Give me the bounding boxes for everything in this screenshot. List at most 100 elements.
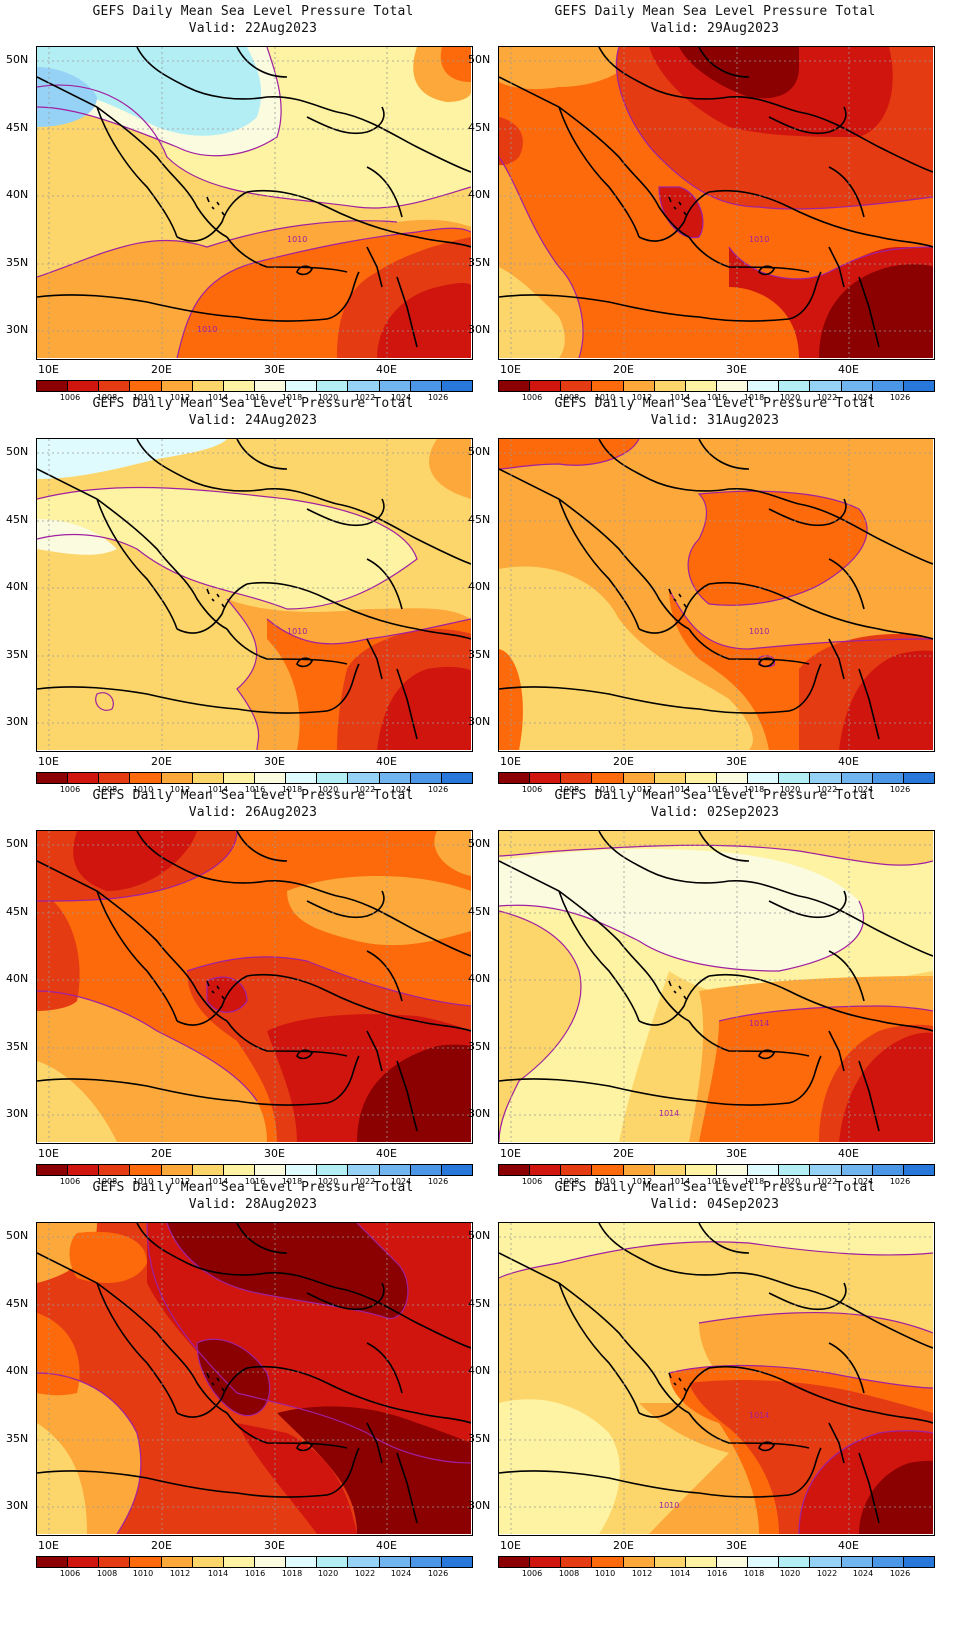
coastline-border bbox=[758, 1049, 775, 1060]
coastline-border bbox=[366, 558, 403, 610]
lon-label: 40E bbox=[838, 1147, 859, 1160]
colorbar bbox=[36, 380, 473, 392]
colorbar-label: 1026 bbox=[427, 1177, 449, 1186]
coastline-border bbox=[366, 1342, 403, 1394]
colorbar-label: 1014 bbox=[669, 1177, 691, 1186]
map-panel-1: GEFS Daily Mean Sea Level Pressure Total… bbox=[0, 0, 473, 405]
isobar-contour bbox=[176, 227, 471, 358]
isobar-contour bbox=[499, 900, 865, 972]
coastline-border bbox=[366, 166, 403, 218]
coastline-border bbox=[708, 581, 933, 640]
coastline-border bbox=[296, 1049, 313, 1060]
isobar-contour bbox=[206, 976, 248, 1013]
colorbar-swatch bbox=[286, 773, 318, 783]
isobar-contour bbox=[186, 956, 471, 1007]
pressure-region bbox=[499, 47, 639, 90]
coastline-border bbox=[396, 1452, 418, 1524]
map-svg: 101410141012 bbox=[499, 831, 933, 1142]
isobar-contour bbox=[698, 1311, 933, 1334]
colorbar-label: 1006 bbox=[59, 785, 81, 794]
lat-label: 45N bbox=[468, 905, 491, 918]
colorbar-swatch bbox=[161, 1165, 193, 1175]
coastline-border bbox=[396, 276, 418, 348]
coastline-border bbox=[366, 1030, 383, 1072]
pressure-region bbox=[37, 67, 97, 127]
isobar-contour bbox=[668, 588, 933, 650]
coastline-border bbox=[96, 498, 178, 630]
colorbar-swatch bbox=[872, 381, 904, 391]
colorbar-swatch bbox=[810, 381, 842, 391]
pressure-region bbox=[277, 1406, 471, 1534]
lat-label: 45N bbox=[6, 905, 29, 918]
colorbar-swatch bbox=[530, 381, 562, 391]
colorbar-swatch bbox=[68, 1557, 100, 1567]
colorbar-label: 1016 bbox=[244, 393, 266, 402]
colorbar-label: 1014 bbox=[207, 1569, 229, 1578]
coastline-border bbox=[688, 628, 810, 665]
lon-label: 20E bbox=[613, 363, 634, 376]
coastline-border bbox=[788, 1055, 822, 1104]
isobar-contour bbox=[718, 1005, 933, 1022]
colorbar-swatch bbox=[810, 1557, 842, 1567]
colorbar-swatch bbox=[223, 1165, 255, 1175]
pressure-region bbox=[37, 487, 417, 609]
coastline-border bbox=[206, 588, 225, 608]
pressure-region bbox=[37, 891, 80, 1011]
colorbar-label: 1024 bbox=[390, 785, 412, 794]
coastline-border bbox=[558, 106, 640, 238]
colorbar-swatch bbox=[872, 1165, 904, 1175]
coastline-border bbox=[336, 503, 471, 565]
pressure-region bbox=[839, 650, 933, 750]
colorbar-swatch bbox=[130, 1165, 162, 1175]
panel-title: GEFS Daily Mean Sea Level Pressure Total bbox=[554, 396, 876, 411]
coastline-border bbox=[96, 1282, 178, 1414]
coastline-border bbox=[688, 1020, 810, 1057]
colorbar-swatch bbox=[561, 773, 593, 783]
colorbar-label: 1008 bbox=[96, 1177, 118, 1186]
colorbar-label: 1026 bbox=[889, 393, 911, 402]
coastline-border bbox=[366, 638, 383, 680]
colorbar-swatch bbox=[561, 1557, 593, 1567]
coastline-border bbox=[598, 1223, 650, 1264]
colorbar-swatch bbox=[716, 381, 749, 391]
coastline-border bbox=[828, 1030, 845, 1072]
colorbar-label: 1008 bbox=[96, 393, 118, 402]
contour-label: 1010 bbox=[287, 235, 307, 244]
panel-title: GEFS Daily Mean Sea Level Pressure Total bbox=[92, 788, 414, 803]
pressure-map bbox=[36, 1222, 473, 1536]
coastline-border bbox=[186, 1262, 338, 1289]
coastline-border bbox=[668, 588, 687, 608]
coastline-border bbox=[306, 106, 385, 135]
pressure-region bbox=[69, 1231, 147, 1283]
colorbar-swatch bbox=[654, 1557, 686, 1567]
panel-title: GEFS Daily Mean Sea Level Pressure Total bbox=[554, 4, 876, 19]
colorbar-label: 1012 bbox=[631, 393, 653, 402]
pressure-region bbox=[37, 1313, 80, 1396]
coastline-border bbox=[668, 196, 687, 216]
colorbar-label: 1010 bbox=[594, 1177, 616, 1186]
contour-label: 1010 bbox=[197, 325, 217, 334]
coastline-border bbox=[206, 1372, 225, 1392]
colorbar-label: 1018 bbox=[743, 1177, 765, 1186]
coastline-border bbox=[246, 1365, 471, 1424]
coastline-border bbox=[37, 1252, 228, 1414]
colorbar-swatch bbox=[499, 1557, 531, 1567]
pressure-region bbox=[499, 831, 933, 866]
pressure-region bbox=[499, 911, 581, 1142]
colorbar-swatch bbox=[810, 1165, 842, 1175]
pressure-region bbox=[377, 282, 471, 358]
coastline-border bbox=[698, 1223, 750, 1254]
colorbar-label: 1006 bbox=[59, 1177, 81, 1186]
colorbar-label: 1012 bbox=[631, 1177, 653, 1186]
coastline-border bbox=[758, 1441, 775, 1452]
lat-label: 50N bbox=[6, 837, 29, 850]
coastline-border bbox=[37, 686, 328, 714]
coastline-border bbox=[858, 276, 880, 348]
lat-label: 35N bbox=[468, 1040, 491, 1053]
coastline-border bbox=[37, 1470, 328, 1498]
colorbar-swatch bbox=[685, 1557, 717, 1567]
lon-label: 40E bbox=[376, 363, 397, 376]
coastline-border bbox=[186, 86, 338, 113]
lon-label: 20E bbox=[151, 1539, 172, 1552]
coastline-border bbox=[236, 47, 288, 78]
